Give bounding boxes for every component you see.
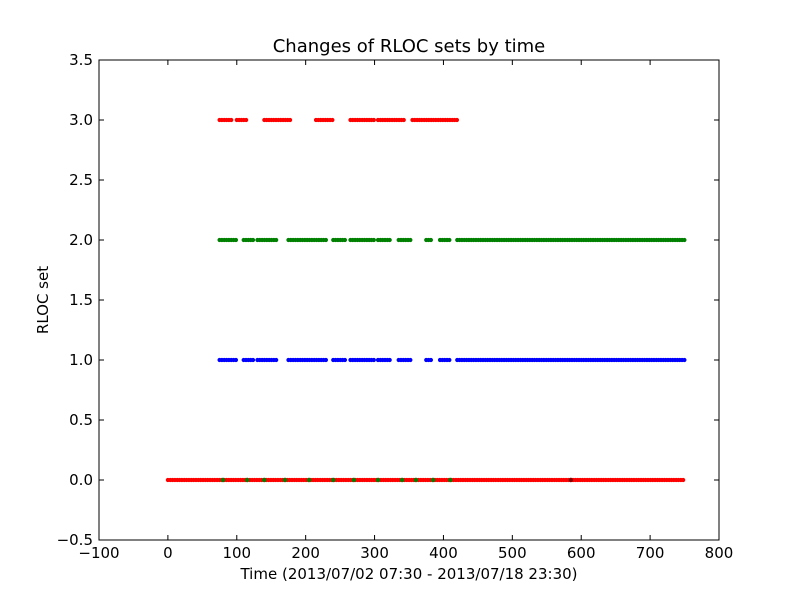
y-tick-label: 0.5 bbox=[69, 411, 93, 429]
data-point bbox=[282, 477, 288, 483]
data-point bbox=[371, 237, 376, 243]
x-axis-label: Time (2013/07/02 07:30 - 2013/07/18 23:3… bbox=[239, 565, 577, 583]
data-point bbox=[448, 477, 453, 483]
data-point bbox=[408, 357, 413, 363]
data-point bbox=[274, 237, 279, 243]
x-tick-label: 500 bbox=[498, 544, 527, 562]
data-point bbox=[371, 357, 376, 363]
data-point bbox=[331, 477, 336, 483]
data-point bbox=[399, 477, 405, 483]
data-point bbox=[244, 477, 250, 483]
chart-title: Changes of RLOC sets by time bbox=[273, 36, 546, 57]
y-tick-label: 1.0 bbox=[69, 351, 93, 369]
data-point bbox=[682, 237, 687, 243]
data-points-layer bbox=[165, 117, 687, 483]
y-tick-label: 3.5 bbox=[69, 51, 93, 69]
data-point bbox=[342, 357, 348, 363]
data-point bbox=[244, 117, 249, 123]
data-point bbox=[681, 477, 686, 483]
data-point bbox=[408, 237, 413, 243]
data-point bbox=[330, 117, 335, 123]
y-tick-label: −0.5 bbox=[57, 531, 93, 549]
x-tick-label: −100 bbox=[78, 544, 119, 562]
data-point bbox=[387, 237, 392, 243]
data-point bbox=[342, 237, 348, 243]
data-point bbox=[371, 117, 376, 123]
x-tick-label: 700 bbox=[636, 544, 665, 562]
data-point bbox=[250, 237, 256, 243]
data-point bbox=[233, 357, 239, 363]
x-tick-label: 0 bbox=[163, 544, 173, 562]
data-point bbox=[568, 477, 574, 483]
y-tick-label: 1.5 bbox=[69, 291, 93, 309]
x-tick-label: 100 bbox=[222, 544, 251, 562]
data-point bbox=[387, 357, 392, 363]
data-point bbox=[682, 357, 687, 363]
x-tick-label: 600 bbox=[567, 544, 596, 562]
data-point bbox=[323, 237, 329, 243]
data-point bbox=[401, 117, 406, 123]
axis-ticks: −100 0 100 200 300 400 500 600 700 800 −0.5 0.0 0.5 1… bbox=[57, 51, 734, 562]
data-point bbox=[274, 357, 279, 363]
x-tick-label: 200 bbox=[291, 544, 320, 562]
x-tick-label: 300 bbox=[360, 544, 389, 562]
data-point bbox=[454, 117, 460, 123]
data-point bbox=[229, 117, 234, 123]
x-tick-label: 800 bbox=[705, 544, 734, 562]
data-point bbox=[220, 477, 226, 483]
data-point bbox=[413, 477, 419, 483]
data-point bbox=[250, 357, 256, 363]
y-tick-label: 2.0 bbox=[69, 231, 93, 249]
data-point bbox=[306, 477, 312, 483]
y-tick-label: 2.5 bbox=[69, 171, 93, 189]
data-point bbox=[428, 357, 434, 363]
data-point bbox=[288, 117, 293, 123]
data-point bbox=[447, 357, 452, 363]
data-point bbox=[262, 477, 267, 483]
data-point bbox=[428, 237, 434, 243]
y-tick-label: 0.0 bbox=[69, 471, 93, 489]
x-tick-label: 400 bbox=[429, 544, 458, 562]
data-point bbox=[375, 477, 381, 483]
data-point bbox=[323, 357, 329, 363]
data-point bbox=[233, 237, 239, 243]
data-point bbox=[351, 477, 357, 483]
y-axis-label: RLOC set bbox=[34, 266, 52, 334]
data-point bbox=[447, 237, 452, 243]
y-tick-label: 3.0 bbox=[69, 111, 93, 129]
data-point bbox=[430, 477, 436, 483]
plot-frame bbox=[98, 59, 720, 541]
